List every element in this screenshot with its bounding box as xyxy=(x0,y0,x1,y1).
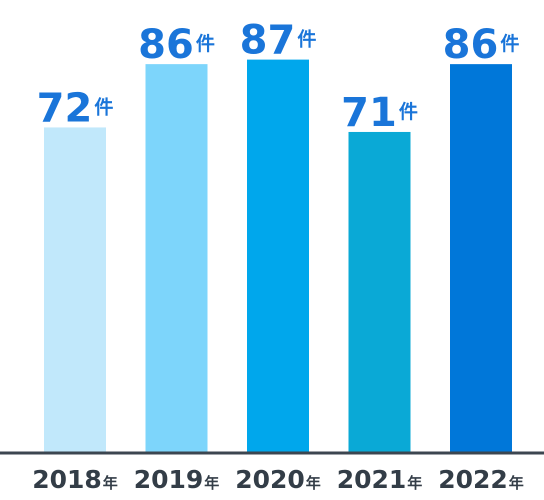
category-label-2019: 2019年 xyxy=(134,465,220,494)
bar-2020 xyxy=(247,59,309,453)
value-label-2020: 87 件 xyxy=(240,18,317,64)
category-labels-group: 2018年 2019年 2020年 2021年 2022年 xyxy=(32,465,524,494)
bar-2021 xyxy=(348,131,411,453)
value-label-2022: 86 件 xyxy=(443,22,520,68)
category-label-2020: 2020年 xyxy=(235,465,321,494)
category-label-2021: 2021年 xyxy=(337,465,423,494)
bar-2022 xyxy=(450,64,512,453)
value-label-2019: 86 件 xyxy=(138,22,215,68)
category-label-2018: 2018年 xyxy=(32,465,118,494)
value-label-2018: 72 件 xyxy=(37,85,114,131)
bar-2019 xyxy=(145,64,208,453)
value-labels-group: 72 件 86 件 87 件 71 件 86 件 xyxy=(37,18,520,136)
value-label-2021: 71 件 xyxy=(341,90,418,136)
category-label-2022: 2022年 xyxy=(438,465,524,494)
bar-2018 xyxy=(44,127,106,453)
bars-group xyxy=(44,59,512,453)
